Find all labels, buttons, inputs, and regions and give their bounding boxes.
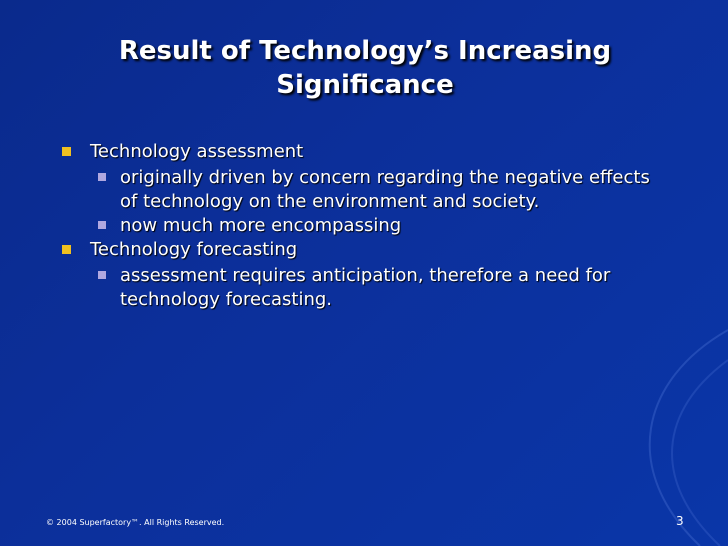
bullet: Technology assessment — [60, 140, 660, 164]
slide-title: Result of Technology’s Increasing Signif… — [118, 36, 612, 100]
page-number: 3 — [676, 514, 684, 528]
bullet: Technology forecasting — [60, 238, 660, 262]
slide-body: Technology assessment originally driven … — [60, 140, 660, 312]
sub-bullet: assessment requires anticipation, theref… — [90, 264, 660, 312]
copyright: © 2004 Superfactory™. All Rights Reserve… — [46, 518, 225, 527]
sub-bullet: originally driven by concern regarding t… — [90, 166, 660, 214]
sub-bullet: now much more encompassing — [90, 214, 660, 238]
